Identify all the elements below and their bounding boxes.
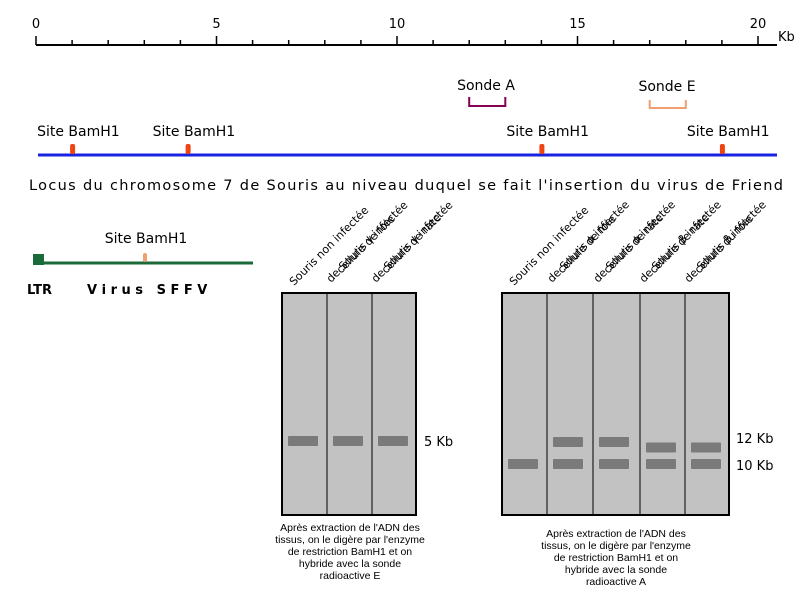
scale-tick-label: 10 — [389, 17, 406, 32]
probe-e: Sonde E — [638, 79, 696, 109]
probe-a: Sonde A — [457, 78, 515, 107]
ltr-label: LTR — [27, 283, 52, 298]
probe-e-bracket — [648, 100, 687, 109]
bamh1-sites: Site BamH1 Site BamH1 Site BamH1 Site BamH1 — [37, 124, 769, 154]
scale-tick-label: 5 — [212, 17, 220, 32]
gel1-bands — [288, 436, 408, 446]
bamh1-site-mark — [539, 144, 545, 154]
bamh1-site-mark — [185, 144, 191, 154]
gel2-band — [599, 459, 629, 469]
ltr-box — [33, 254, 44, 265]
scale-tick-label: 15 — [569, 17, 586, 32]
gel2-marker-10kb: 10 Kb — [736, 459, 773, 474]
virus-bamh1-mark — [143, 253, 147, 262]
kb-scale: 0 5 10 15 20 Kb — [32, 17, 795, 46]
bamh1-site-label: Site BamH1 — [37, 124, 120, 140]
virus-sffv: Site BamH1 LTR V i r u s S F F V — [27, 231, 253, 298]
gel2-marker-12kb: 12 Kb — [736, 432, 773, 447]
scale-tick-label: 0 — [32, 17, 40, 32]
bamh1-site-label: Site BamH1 — [153, 124, 236, 140]
gel2-caption-line: hybride avec la sonde — [564, 564, 668, 576]
bamh1-site-label: Site BamH1 — [687, 124, 770, 140]
gel2-band — [508, 459, 538, 469]
gel2-frame — [501, 292, 730, 516]
gel1-caption: Après extraction de l'ADN des tissus, on… — [262, 522, 438, 582]
gel2-band — [599, 437, 629, 447]
gel1-caption-line: radioactive E — [319, 570, 381, 582]
bamh1-site-mark — [719, 144, 725, 154]
gel2-bands — [508, 437, 721, 469]
gel1-marker-5kb: 5 Kb — [424, 435, 453, 450]
gel1-band — [288, 436, 318, 446]
gel1-band — [333, 436, 363, 446]
gel1-caption-line: de restriction BamH1 et on — [287, 546, 413, 558]
probe-a-label: Sonde A — [457, 78, 515, 94]
gel2-caption-line: de restriction BamH1 et on — [553, 552, 679, 564]
gel1-caption-line: hybride avec la sonde — [298, 558, 402, 570]
gel2-band — [691, 459, 721, 469]
gel1-frame — [281, 292, 417, 516]
virus-name-label: V i r u s S F F V — [87, 283, 207, 298]
scale-ticks — [35, 36, 759, 45]
gel2-caption-line: tissus, on le digère par l'enzyme — [541, 540, 691, 552]
bamh1-site-mark — [70, 144, 76, 154]
gel1-caption-line: Après extraction de l'ADN des — [280, 522, 420, 534]
gel2-caption: Après extraction de l'ADN des tissus, on… — [528, 528, 704, 588]
gel2-band — [553, 459, 583, 469]
chromosome-locus: Site BamH1 Site BamH1 Site BamH1 Site BamH1… — [29, 124, 783, 194]
gel1-band — [378, 436, 408, 446]
gel2-caption-line: radioactive A — [585, 576, 647, 588]
scale-unit-label: Kb — [778, 30, 795, 45]
probe-e-label: Sonde E — [638, 79, 695, 95]
gel2-band — [691, 442, 721, 453]
scale-tick-labels: 0 5 10 15 20 — [32, 17, 766, 32]
probe-a-bracket — [468, 97, 507, 107]
bamh1-site-label: Site BamH1 — [506, 124, 589, 140]
scale-tick-label: 20 — [750, 17, 767, 32]
gel2-caption-line: Après extraction de l'ADN des — [546, 528, 686, 540]
gel1-caption-line: tissus, on le digère par l'enzyme — [275, 534, 425, 546]
virus-site-label: Site BamH1 — [105, 231, 188, 247]
locus-caption: Locus du chromosome 7 de Souris au nivea… — [29, 178, 783, 194]
gel2-band — [646, 459, 676, 469]
gel2-band — [646, 442, 676, 453]
gel2-band — [553, 437, 583, 447]
